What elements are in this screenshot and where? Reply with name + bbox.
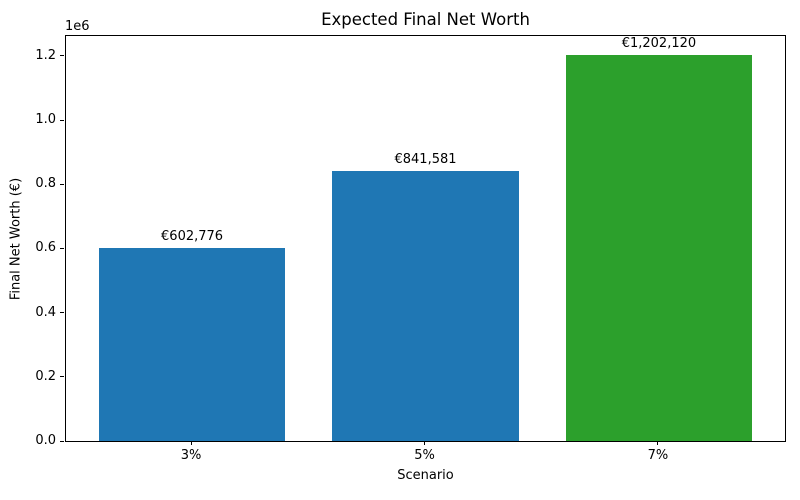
x-axis-label: Scenario (397, 468, 454, 483)
bar-value-label: €602,776 (161, 228, 224, 244)
bar-value-label: €1,202,120 (621, 36, 697, 52)
y-axis-offset-label: 1e6 (65, 19, 90, 34)
x-tick-label: 7% (647, 448, 669, 463)
bar (565, 55, 753, 441)
plot-area: €602,776 €841,581 €1,202,120 (65, 35, 786, 442)
x-tick-mark (657, 441, 659, 445)
bar (332, 170, 519, 441)
x-tick-label: 3% (180, 448, 202, 463)
y-axis-label: Final Net Worth (€) (8, 177, 24, 301)
y-tick-mark (60, 440, 64, 442)
chart-title: Expected Final Net Worth (321, 10, 530, 29)
y-tick-label: 1.2 (35, 47, 56, 63)
y-tick-label: 0.8 (35, 176, 56, 192)
y-tick-mark (60, 55, 64, 57)
y-tick-mark (60, 183, 64, 185)
y-tick-label: 0.0 (35, 433, 56, 448)
y-tick-mark (60, 312, 64, 314)
x-tick-label: 5% (414, 448, 435, 463)
y-tick-mark (60, 119, 64, 121)
y-tick-mark (60, 376, 64, 378)
bar-value-label: €841,581 (394, 151, 457, 167)
x-tick-mark (190, 441, 192, 445)
y-tick-label: 1.0 (35, 112, 56, 128)
y-tick-label: 0.6 (35, 240, 56, 256)
y-tick-mark (60, 247, 64, 249)
y-tick-label: 0.4 (35, 304, 56, 320)
bar (98, 247, 286, 441)
y-tick-label: 0.2 (35, 368, 56, 384)
x-tick-mark (424, 441, 425, 445)
